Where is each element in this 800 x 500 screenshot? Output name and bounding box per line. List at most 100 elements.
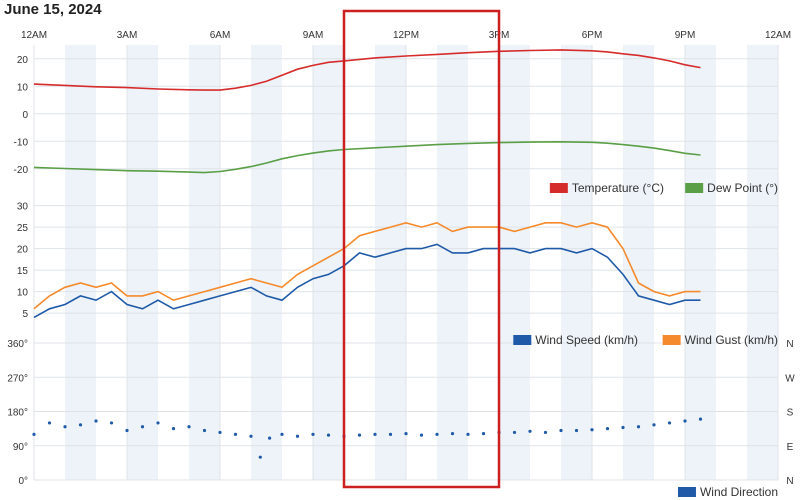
wind-direction-point [268,436,272,440]
wind-direction-point [202,428,207,433]
y-tick-label: 90° [13,442,28,453]
y-tick-label: 10 [17,288,29,299]
x-tick-label: 3AM [117,30,138,41]
x-axis-ticks: 12AM 3AM 6AM 9AM 12PM 3PM 6PM 9PM 12AM [21,30,791,41]
legend-swatch [685,183,704,193]
wind-direction-point [63,425,67,429]
selection-box [342,9,501,489]
legend-item: Wind Direction [677,485,778,499]
legend-item: Dew Point (°) [685,181,778,195]
chart-panels: 20 10 0 -10 -20 30 25 20 15 10 5 360° N 270° W 180° S 90°… [7,49,795,487]
wind-speed-km-h-line [33,243,701,319]
selection-overlay[interactable] [342,9,501,489]
wind-direction-point [125,428,129,433]
x-tick-label: 6AM [210,30,231,41]
x-tick-label: 12PM [393,30,419,41]
wind-direction-point [419,433,424,437]
wind-direction-point [171,427,176,431]
y-right-tick-label: S [787,408,794,419]
x-tick-label: 9AM [303,30,324,41]
legends: Dew Point (°) Temperature (°C) Wind Gust (… [513,181,778,499]
wind-direction-point [258,455,262,459]
y-right-tick-label: E [787,442,794,453]
legend-swatch [513,335,532,345]
hour-band [127,45,158,480]
wind-direction-point [543,430,548,435]
hour-band [561,45,592,480]
y-tick-label: -20 [14,165,29,176]
wind-direction-point [559,428,563,433]
wind-direction-point [435,432,439,436]
wind-direction-point [683,419,687,423]
wind-direction-point [357,433,362,437]
wind-direction-point [667,421,672,425]
y-tick-label: 20 [17,245,29,256]
y-tick-label: 30 [17,202,29,213]
hour-band [251,45,282,480]
wind-direction-point [311,432,315,436]
hour-band [499,45,530,480]
wind-gust-km-h-line [33,221,701,310]
hour-bands [65,45,778,480]
legend-label: Temperature (°C) [572,181,664,195]
y-right-tick-label: N [786,476,793,487]
y-tick-label: 0° [18,476,28,487]
panel-2: 30 25 20 15 10 5 [17,202,778,320]
wind-direction-point [450,431,455,436]
wind-direction-point [652,423,656,427]
y-tick-label: 10 [17,82,29,93]
wind-direction-point [388,432,393,436]
hour-band [65,45,96,480]
wind-direction-point [187,425,191,429]
y-right-tick-label: W [785,373,795,384]
wind-direction-point [47,421,52,425]
wind-direction-point [249,434,253,438]
y-tick-label: 180° [7,408,28,419]
wind-direction-point [280,432,284,436]
x-tick-label: 12AM [765,30,791,41]
y-tick-label: 25 [17,223,29,234]
wind-direction-point [32,432,36,436]
legend-label: Wind Speed (km/h) [535,333,638,347]
x-tick-label: 9PM [675,30,696,41]
wind-direction-point [605,427,610,431]
legend-label: Wind Direction [700,485,778,499]
wind-direction-point [295,434,300,438]
wind-direction-point [574,428,579,433]
wind-direction-point [140,425,145,429]
wind-direction-point [466,432,470,436]
legend-swatch [677,487,696,497]
hour-band [437,45,468,480]
wind-direction-point [590,428,594,432]
hour-band [685,45,716,480]
y-tick-label: 0 [22,110,28,121]
y-right-tick-label: N [786,339,793,350]
wind-direction-point [233,432,238,436]
y-tick-label: 15 [17,266,29,277]
legend-label: Wind Gust (km/h) [685,333,778,347]
legend-item: Temperature (°C) [549,181,664,195]
wind-direction-point [109,421,114,425]
chart-title: June 15, 2024 [4,1,102,18]
wind-direction-point [78,423,83,427]
legend-swatch [662,335,681,345]
y-tick-label: 5 [22,309,28,320]
wind-direction-point [512,430,517,435]
legend-item: Wind Gust (km/h) [662,333,778,347]
wind-direction-point [404,431,408,436]
wind-direction-point [218,430,222,435]
y-tick-label: 20 [17,55,29,66]
wind-direction-point [636,425,641,429]
wind-direction-point [156,421,160,425]
wind-direction-point [621,425,625,430]
y-tick-label: 270° [7,373,28,384]
hour-band [189,45,220,480]
hour-band [747,45,778,480]
y-tick-label: 360° [7,339,28,350]
panel-3: 360° N 270° W 180° S 90° E 0° N [7,339,795,487]
wind-direction-point [326,433,331,437]
legend-item: Wind Speed (km/h) [513,333,638,347]
legend-swatch [549,183,568,193]
wind-direction-point [481,431,486,436]
